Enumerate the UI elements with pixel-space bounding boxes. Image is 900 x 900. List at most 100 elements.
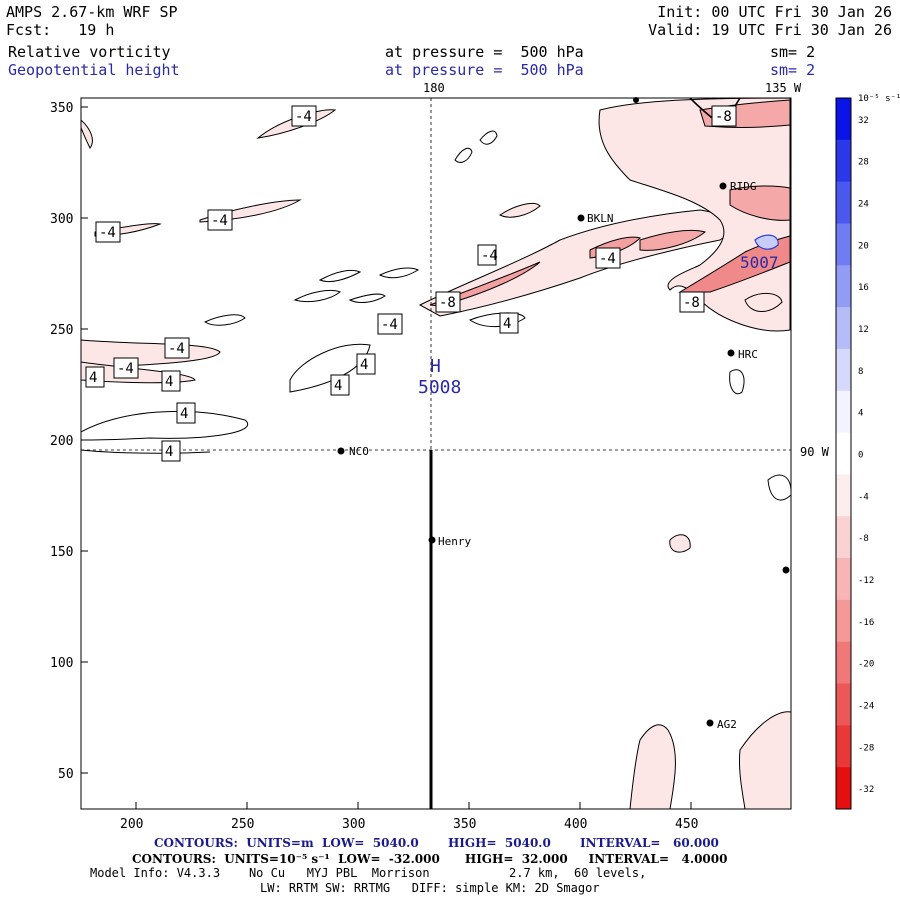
footer-vort-contours: CONTOURS: UNITS=10⁻⁵ s⁻¹ LOW= -32.000 HI… <box>132 852 728 866</box>
label-135w: 135 W <box>765 81 802 95</box>
model-title: AMPS 2.67-km WRF SP <box>6 3 178 21</box>
vorticity-blob <box>479 130 498 145</box>
y-tick-label: 50 <box>58 767 74 782</box>
colorbar-level-label: -16 <box>858 618 874 628</box>
vorticity-band <box>81 339 221 369</box>
colorbar-level-label: 4 <box>858 409 863 419</box>
contour-label: 4 <box>176 402 196 424</box>
x-tick-label: 250 <box>231 817 254 832</box>
footer-physics: LW: RRTM SW: RRTMG DIFF: simple KM: 2D S… <box>260 881 600 895</box>
vorticity-blob <box>729 369 745 395</box>
x-tick-label: 450 <box>675 817 698 832</box>
x-tick-label: 350 <box>453 817 476 832</box>
colorbar-swatch <box>836 599 851 643</box>
colorbar-swatch <box>836 98 851 141</box>
label-90w: 90 W <box>800 445 830 459</box>
svg-text:-8: -8 <box>439 295 456 311</box>
station-RIDG: RIDG <box>719 180 757 193</box>
colorbar-swatch <box>836 265 851 308</box>
high-pressure-marker: H <box>430 356 441 377</box>
init-time: Init: 00 UTC Fri 30 Jan 26 <box>657 3 892 21</box>
colorbar-level-label: 20 <box>858 241 869 251</box>
colorbar-swatch <box>836 223 851 266</box>
station-Henry: Henry <box>428 535 471 548</box>
forecast-hour: Fcst: 19 h <box>6 21 115 39</box>
contour-label: 4 <box>356 353 376 375</box>
vorticity-blob <box>744 293 783 312</box>
vorticity-blob <box>739 711 791 809</box>
colorbar-swatch <box>836 390 851 434</box>
vorticity-field <box>81 98 791 809</box>
plot-frame <box>80 97 792 810</box>
svg-text:4: 4 <box>334 378 342 394</box>
svg-text:4: 4 <box>180 406 188 422</box>
vorticity-blob <box>629 724 676 809</box>
colorbar-level-label: -8 <box>858 534 869 544</box>
vorticity-blob <box>499 202 541 218</box>
svg-text:4: 4 <box>89 370 97 386</box>
colorbar-level-label: 32 <box>858 116 869 126</box>
svg-text:4: 4 <box>503 316 511 332</box>
colorbar-swatch <box>836 474 851 517</box>
vorticity-band <box>81 449 211 454</box>
contour-label: 4 <box>330 374 350 396</box>
colorbar-swatch <box>836 641 851 685</box>
y-tick-label: 150 <box>50 545 73 560</box>
svg-text:-4: -4 <box>211 213 228 229</box>
footer-height-contours: CONTOURS: UNITS=m LOW= 5040.0 HIGH= 5040… <box>154 836 719 850</box>
colorbar-swatch <box>836 725 851 768</box>
colorbar-level-label: 0 <box>858 451 863 461</box>
colorbar-swatch <box>836 767 851 810</box>
svg-text:AG2: AG2 <box>717 718 737 731</box>
field-relative-vorticity: Relative vorticity <box>8 43 171 61</box>
svg-text:-4: -4 <box>99 225 116 241</box>
label-180: 180 <box>423 81 445 95</box>
contour-label: -4 <box>291 105 317 127</box>
vorticity-blob <box>454 147 473 163</box>
pressure-level-1: at pressure = 500 hPa <box>385 43 584 61</box>
station-HRC: HRC <box>727 348 758 361</box>
svg-text:-8: -8 <box>683 295 700 311</box>
vorticity-band <box>639 229 707 251</box>
svg-text:RIDG: RIDG <box>730 180 757 193</box>
field-geopotential-height: Geopotential height <box>8 61 180 79</box>
colorbar-level-label: -24 <box>858 701 874 711</box>
colorbar: 32 28 24 20 16 12 8 4 0 -4 -8 -12 -16 -20 -24 -28 -32 <box>835 97 874 810</box>
colorbar-level-label: 24 <box>858 200 869 210</box>
colorbar-swatch <box>836 139 851 183</box>
colorbar-swatch <box>836 516 851 559</box>
x-tick-label: 300 <box>342 817 365 832</box>
contour-label: -4 <box>113 357 139 379</box>
smoothing-1: sm= 2 <box>770 43 816 61</box>
svg-text:4: 4 <box>165 374 173 390</box>
x-tick-label: 200 <box>120 817 143 832</box>
colorbar-swatch <box>836 683 851 726</box>
svg-text:NCO: NCO <box>349 445 369 458</box>
colorbar-swatch <box>836 181 851 224</box>
vorticity-blob <box>318 269 362 283</box>
vorticity-blob <box>348 293 386 304</box>
contour-label: -8 <box>711 105 737 127</box>
colorbar-level-label: -20 <box>858 660 874 670</box>
colorbar-units: 10⁻⁵ s⁻¹ <box>858 94 900 104</box>
svg-text:-4: -4 <box>295 109 312 125</box>
contour-label: 4 <box>499 312 519 334</box>
colorbar-level-label: 12 <box>858 325 869 335</box>
colorbar-level-label: -32 <box>858 785 874 795</box>
y-tick-label: 300 <box>50 212 73 227</box>
y-tick-label: 350 <box>50 101 73 116</box>
colorbar-swatch <box>836 432 851 475</box>
svg-text:4: 4 <box>360 357 368 373</box>
contour-label: 4 <box>161 440 181 462</box>
colorbar-swatch <box>836 558 851 601</box>
y-tick-label: 100 <box>50 656 73 671</box>
y-axis: 350 300 250 200 150 100 50 <box>50 101 88 782</box>
colorbar-level-label: 16 <box>858 283 869 293</box>
contour-label: -4 <box>95 221 121 243</box>
x-tick-label: 400 <box>564 817 587 832</box>
svg-text:BKLN: BKLN <box>587 212 614 225</box>
colorbar-level-label: -12 <box>858 576 874 586</box>
colorbar-level-label: -28 <box>858 743 874 753</box>
station-right-edge <box>782 566 790 574</box>
svg-text:-8: -8 <box>715 109 732 125</box>
